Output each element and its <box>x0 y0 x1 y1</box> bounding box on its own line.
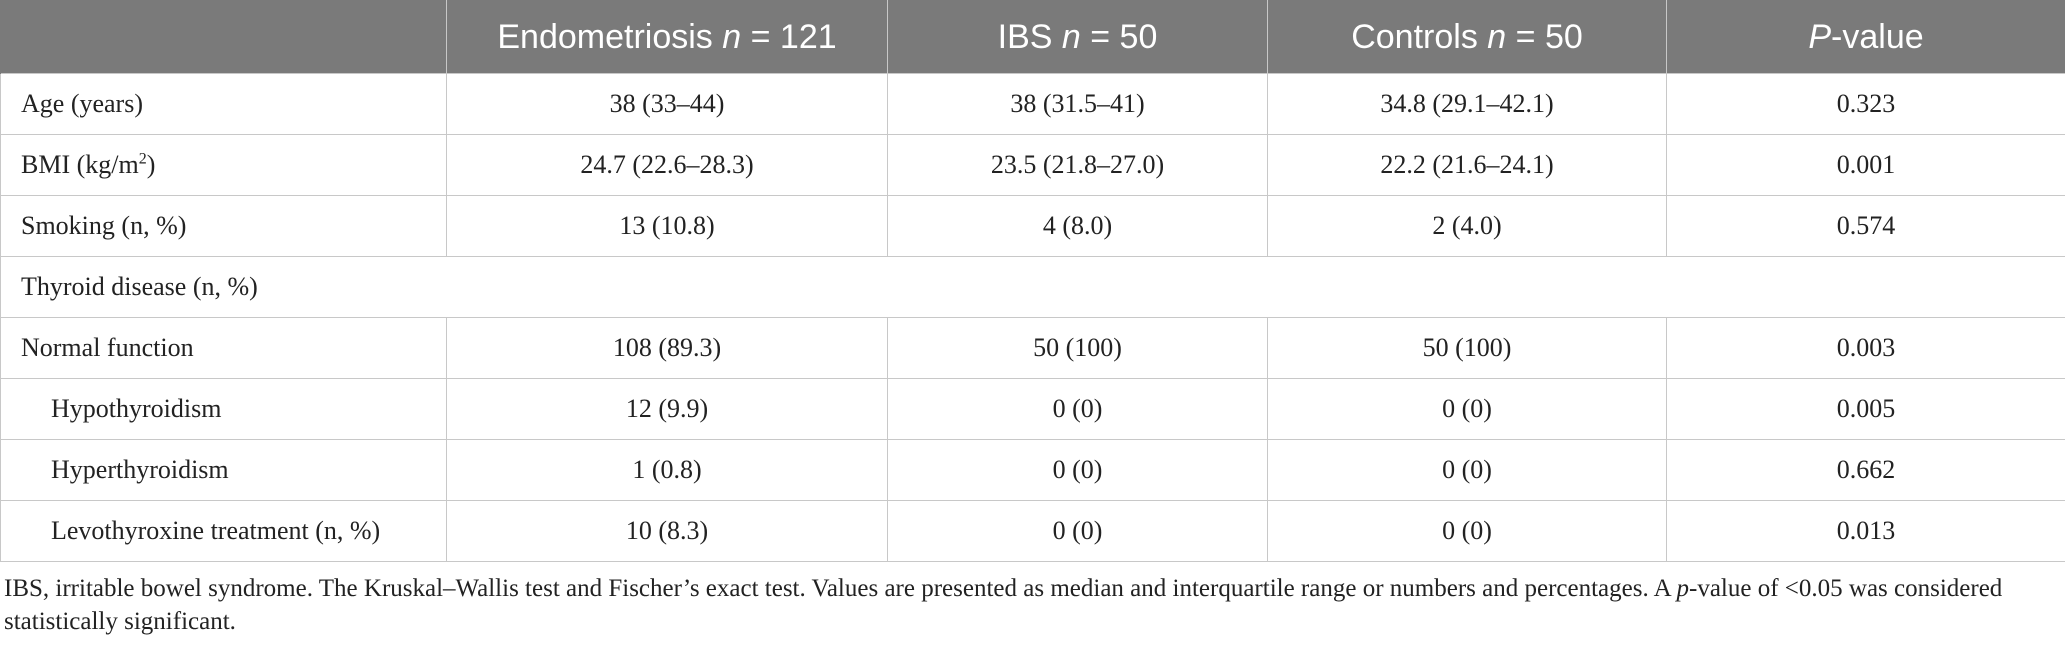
row-label-text: BMI (kg/m <box>21 150 139 179</box>
cell-p-value: 0.001 <box>1666 134 2065 196</box>
header-controls-label: Controls <box>1351 17 1488 56</box>
row-label: Hypothyroidism <box>0 378 447 440</box>
table-row: BMI (kg/m2) 24.7 (22.6–28.3) 23.5 (21.8–… <box>0 134 2065 196</box>
cell-controls: 2 (4.0) <box>1267 195 1667 257</box>
cell-p-value: 0.323 <box>1666 73 2065 135</box>
cell-controls: 50 (100) <box>1267 317 1667 379</box>
header-row: Endometriosis n = 121 IBS n = 50 Control… <box>0 0 2065 74</box>
section-label: Thyroid disease (n, %) <box>0 256 2065 318</box>
cell-endometriosis: 1 (0.8) <box>446 439 888 501</box>
cell-endometriosis: 12 (9.9) <box>446 378 888 440</box>
header-p-label: P <box>1808 17 1832 56</box>
cell-endometriosis: 13 (10.8) <box>446 195 888 257</box>
table-row: Normal function 108 (89.3) 50 (100) 50 (… <box>0 317 2065 379</box>
cell-controls: 0 (0) <box>1267 439 1667 501</box>
cell-ibs: 38 (31.5–41) <box>887 73 1268 135</box>
table-figure: Endometriosis n = 121 IBS n = 50 Control… <box>0 0 2065 638</box>
cell-p-value: 0.013 <box>1666 500 2065 562</box>
row-label-superscript: 2 <box>138 150 147 168</box>
header-p-value: P-value <box>1666 0 2065 74</box>
cell-controls: 0 (0) <box>1267 500 1667 562</box>
header-endometriosis-n: n <box>722 17 742 56</box>
cell-ibs: 4 (8.0) <box>887 195 1268 257</box>
header-ibs: IBS n = 50 <box>887 0 1268 74</box>
header-controls-count: = 50 <box>1506 17 1583 56</box>
section-row: Thyroid disease (n, %) <box>0 256 2065 318</box>
row-label: Levothyroxine treatment (n, %) <box>0 500 447 562</box>
header-controls-n: n <box>1487 17 1507 56</box>
header-empty <box>0 0 447 74</box>
table-footnote: IBS, irritable bowel syndrome. The Krusk… <box>0 562 2065 638</box>
table-row: Levothyroxine treatment (n, %) 10 (8.3) … <box>0 500 2065 562</box>
header-ibs-count: = 50 <box>1080 17 1158 56</box>
data-table: Endometriosis n = 121 IBS n = 50 Control… <box>0 0 2065 562</box>
table-row: Smoking (n, %) 13 (10.8) 4 (8.0) 2 (4.0)… <box>0 195 2065 257</box>
cell-ibs: 50 (100) <box>887 317 1268 379</box>
footnote-text-end: -value of <0.05 was considered statistic… <box>4 575 2003 635</box>
cell-p-value: 0.662 <box>1666 439 2065 501</box>
row-label: Hyperthyroidism <box>0 439 447 501</box>
cell-controls: 22.2 (21.6–24.1) <box>1267 134 1667 196</box>
row-label-close: ) <box>146 150 156 179</box>
header-ibs-label: IBS <box>997 17 1062 56</box>
row-label: Smoking (n, %) <box>0 195 447 257</box>
table-row: Hypothyroidism 12 (9.9) 0 (0) 0 (0) 0.00… <box>0 378 2065 440</box>
row-label: BMI (kg/m2) <box>0 134 447 196</box>
table-row: Age (years) 38 (33–44) 38 (31.5–41) 34.8… <box>0 73 2065 135</box>
footnote-text: IBS, irritable bowel syndrome. The Krusk… <box>4 575 1677 602</box>
cell-endometriosis: 108 (89.3) <box>446 317 888 379</box>
row-label: Normal function <box>0 317 447 379</box>
cell-ibs: 0 (0) <box>887 378 1268 440</box>
cell-ibs: 0 (0) <box>887 439 1268 501</box>
cell-ibs: 0 (0) <box>887 500 1268 562</box>
cell-endometriosis: 38 (33–44) <box>446 73 888 135</box>
cell-ibs: 23.5 (21.8–27.0) <box>887 134 1268 196</box>
footnote-p-italic: p <box>1676 575 1690 602</box>
header-endometriosis-label: Endometriosis <box>497 17 723 56</box>
header-endometriosis-count: = 121 <box>741 17 837 56</box>
cell-p-value: 0.003 <box>1666 317 2065 379</box>
cell-endometriosis: 24.7 (22.6–28.3) <box>446 134 888 196</box>
cell-controls: 0 (0) <box>1267 378 1667 440</box>
table-row: Hyperthyroidism 1 (0.8) 0 (0) 0 (0) 0.66… <box>0 439 2065 501</box>
header-ibs-n: n <box>1061 17 1081 56</box>
cell-controls: 34.8 (29.1–42.1) <box>1267 73 1667 135</box>
cell-p-value: 0.574 <box>1666 195 2065 257</box>
header-endometriosis: Endometriosis n = 121 <box>446 0 888 74</box>
row-label: Age (years) <box>0 73 447 135</box>
header-controls: Controls n = 50 <box>1267 0 1667 74</box>
cell-p-value: 0.005 <box>1666 378 2065 440</box>
cell-endometriosis: 10 (8.3) <box>446 500 888 562</box>
header-p-suffix: -value <box>1831 17 1924 56</box>
